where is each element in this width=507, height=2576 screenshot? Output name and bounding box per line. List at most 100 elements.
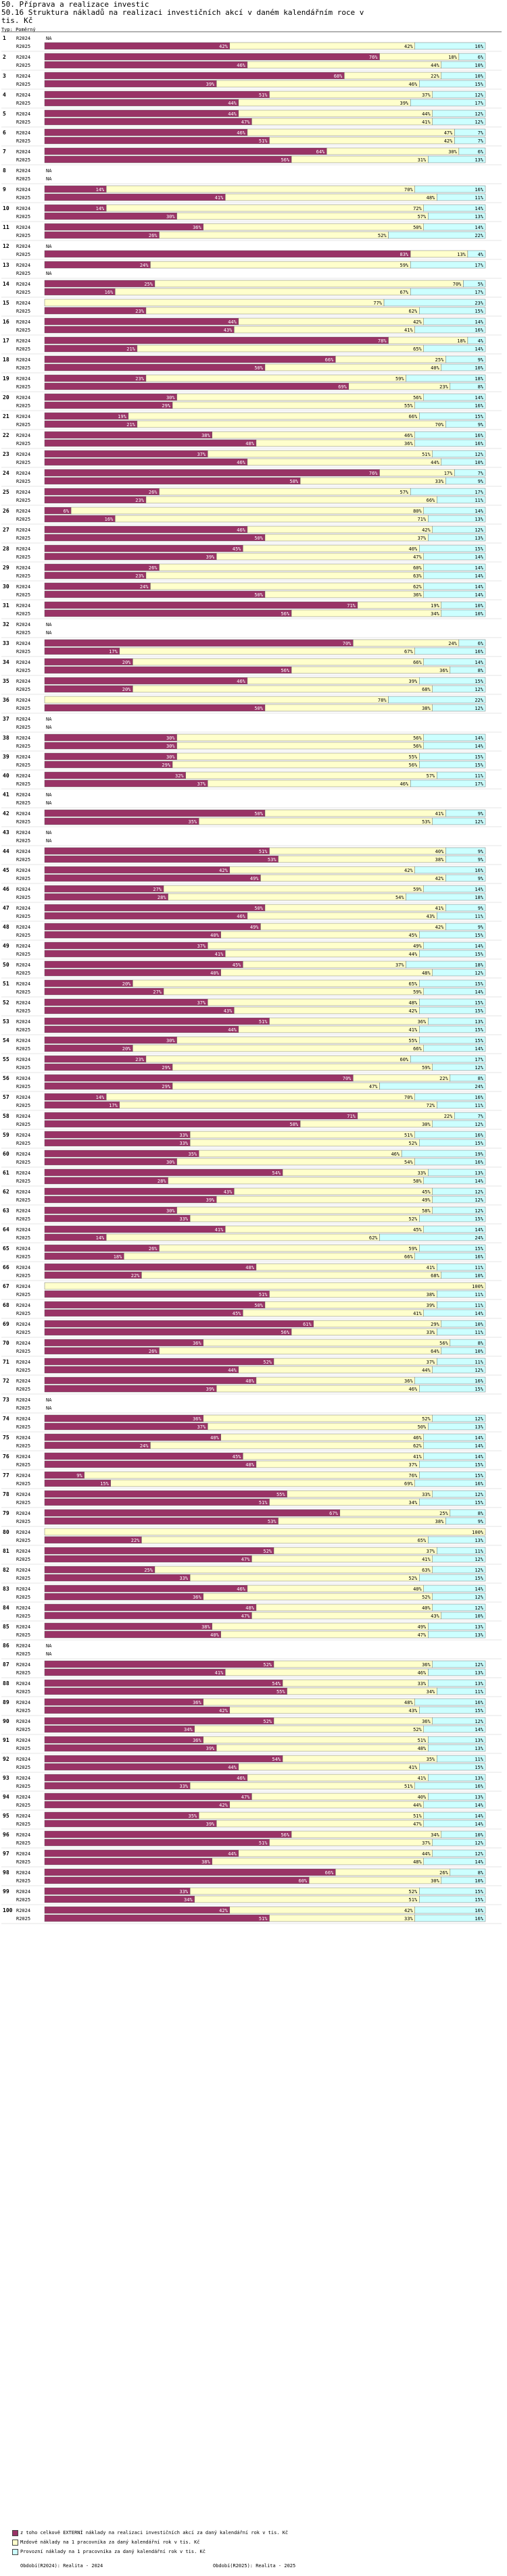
row-label-12-R2024: R2024 bbox=[16, 244, 30, 249]
bar-prov-25-R2025 bbox=[437, 496, 486, 504]
bar-label-ext-5-R2024: 44% bbox=[228, 111, 237, 117]
row-label-53-R2024: R2024 bbox=[16, 1019, 30, 1025]
group-label-16: 16 bbox=[3, 319, 9, 325]
bar-mzda-77-R2025 bbox=[110, 1479, 415, 1487]
bar-ext-23-R2024 bbox=[44, 450, 208, 458]
bar-mzda-51-R2025 bbox=[163, 987, 424, 996]
group-label-57: 57 bbox=[3, 1094, 9, 1100]
bar-mzda-39-R2024 bbox=[176, 752, 420, 761]
bar-prov-92-R2024 bbox=[437, 1755, 486, 1763]
bar-label-ext-100-R2025: 51% bbox=[259, 1916, 268, 1922]
bar-prov-45-R2024 bbox=[414, 866, 486, 874]
bar-ext-17-R2024 bbox=[44, 336, 389, 344]
bar-label-ext-3-R2024: 68% bbox=[334, 74, 343, 79]
bar-prov-42-R2024 bbox=[445, 809, 486, 817]
bar-label-prov-22-R2025: 16% bbox=[475, 441, 483, 446]
row-label-60-R2024: R2024 bbox=[16, 1152, 30, 1157]
bar-prov-55-R2025 bbox=[432, 1063, 486, 1071]
row-label-58-R2025: R2025 bbox=[16, 1122, 30, 1127]
bar-label-ext-36-R2025: 50% bbox=[254, 706, 263, 711]
bar-label-prov-79-R2024: 8% bbox=[478, 1511, 484, 1516]
bar-prov-94-R2024 bbox=[428, 1793, 486, 1801]
bar-label-mzda-58-R2025: 30% bbox=[422, 1122, 431, 1127]
bar-label-ext-60-R2025: 30% bbox=[166, 1160, 175, 1165]
bar-label-ext-53-R2025: 44% bbox=[228, 1027, 237, 1033]
group-label-71: 71 bbox=[3, 1359, 9, 1365]
row-label-84-R2025: R2025 bbox=[16, 1614, 30, 1619]
bar-ext-35-R2024 bbox=[44, 677, 248, 685]
group-label-100: 100 bbox=[3, 1907, 13, 1913]
row-label-71-R2024: R2024 bbox=[16, 1360, 30, 1365]
bar-label-prov-31-R2024: 10% bbox=[475, 603, 483, 609]
bar-label-mzda-79-R2025: 38% bbox=[435, 1519, 444, 1524]
bar-label-prov-53-R2025: 15% bbox=[475, 1027, 483, 1033]
bar-label-mzda-87-R2024: 36% bbox=[422, 1662, 431, 1668]
row-label-37-R2025: R2025 bbox=[16, 725, 30, 730]
row-label-91-R2024: R2024 bbox=[16, 1738, 30, 1743]
bar-prov-10-R2024 bbox=[423, 204, 486, 212]
bar-label-ext-70-R2025: 26% bbox=[149, 1349, 158, 1354]
group-label-94: 94 bbox=[3, 1794, 9, 1800]
bar-label-ext-42-R2025: 35% bbox=[189, 819, 197, 825]
bar-mzda-56-R2024 bbox=[353, 1074, 451, 1082]
row-label-38-R2025: R2025 bbox=[16, 744, 30, 749]
bar-label-prov-35-R2025: 12% bbox=[475, 687, 483, 692]
bar-ext-10-R2025 bbox=[44, 212, 177, 220]
bar-label-mzda-40-R2024: 57% bbox=[427, 773, 435, 779]
bar-label-ext-16-R2025: 43% bbox=[224, 328, 233, 333]
bar-prov-23-R2024 bbox=[432, 450, 486, 458]
bar-prov-12-R2025 bbox=[467, 250, 486, 258]
row-label-36-R2025: R2025 bbox=[16, 706, 30, 711]
bar-label-ext-5-R2025: 47% bbox=[241, 120, 250, 125]
bar-label-mzda-22-R2025: 36% bbox=[404, 441, 413, 446]
bar-prov-33-R2025 bbox=[414, 647, 486, 655]
bar-label-mzda-7-R2024: 30% bbox=[448, 149, 457, 155]
bar-mzda-28-R2024 bbox=[243, 544, 420, 552]
row-label-85-R2024: R2024 bbox=[16, 1624, 30, 1630]
bar-prov-50-R2025 bbox=[432, 969, 486, 977]
bar-mzda-21-R2025 bbox=[137, 420, 446, 428]
row-label-65-R2024: R2024 bbox=[16, 1246, 30, 1252]
row-label-90-R2024: R2024 bbox=[16, 1719, 30, 1724]
bar-mzda-26-R2025 bbox=[115, 515, 429, 523]
bar-label-prov-96-R2025: 12% bbox=[475, 1840, 483, 1846]
bar-label-prov-1-R2025: 16% bbox=[475, 44, 483, 49]
bar-prov-64-R2024 bbox=[423, 1225, 486, 1233]
bar-ext-54-R2024 bbox=[44, 1036, 177, 1044]
row-label-61-R2025: R2025 bbox=[16, 1179, 30, 1184]
bar-label-ext-50-R2025: 40% bbox=[210, 971, 219, 976]
group-label-19: 19 bbox=[3, 376, 9, 382]
row-label-94-R2024: R2024 bbox=[16, 1795, 30, 1800]
bar-label-mzda-14-R2024: 70% bbox=[453, 282, 462, 287]
bar-prov-85-R2024 bbox=[428, 1622, 486, 1630]
bar-prov-30-R2024 bbox=[423, 582, 486, 590]
bar-ext-55-R2024 bbox=[44, 1055, 147, 1063]
bar-ext-53-R2024 bbox=[44, 1017, 270, 1025]
bar-ext-24-R2025 bbox=[44, 477, 301, 485]
bar-label-mzda-21-R2024: 66% bbox=[409, 414, 418, 419]
bar-label-mzda-75-R2024: 46% bbox=[413, 1435, 422, 1441]
group-label-77: 77 bbox=[3, 1472, 9, 1478]
bar-mzda-13-R2024 bbox=[150, 261, 411, 269]
bar-ext-78-R2025 bbox=[44, 1498, 270, 1506]
bar-label-prov-58-R2025: 12% bbox=[475, 1122, 483, 1127]
bar-label-prov-42-R2025: 12% bbox=[475, 819, 483, 825]
bar-prov-63-R2025 bbox=[419, 1214, 486, 1222]
bar-prov-33-R2024 bbox=[458, 639, 486, 647]
bar-label-ext-9-R2025: 41% bbox=[215, 195, 224, 201]
bar-label-mzda-47-R2024: 41% bbox=[435, 906, 444, 911]
bar-label-prov-83-R2024: 14% bbox=[475, 1587, 483, 1592]
bar-mzda-34-R2024 bbox=[132, 658, 424, 666]
bar-prov-44-R2024 bbox=[445, 847, 486, 855]
bar-label-mzda-85-R2024: 49% bbox=[418, 1624, 427, 1630]
bar-label-mzda-30-R2025: 36% bbox=[413, 592, 422, 598]
bar-prov-97-R2024 bbox=[432, 1849, 486, 1857]
bar-label-mzda-100-R2025: 33% bbox=[404, 1916, 413, 1922]
bar-ext-35-R2025 bbox=[44, 685, 133, 693]
bar-ext-72-R2024 bbox=[44, 1376, 257, 1385]
bar-mzda-52-R2024 bbox=[208, 998, 420, 1006]
bar-ext-87-R2024 bbox=[44, 1660, 274, 1668]
bar-mzda-93-R2025 bbox=[189, 1782, 415, 1790]
row-label-89-R2025: R2025 bbox=[16, 1708, 30, 1714]
group-label-43: 43 bbox=[3, 829, 9, 835]
